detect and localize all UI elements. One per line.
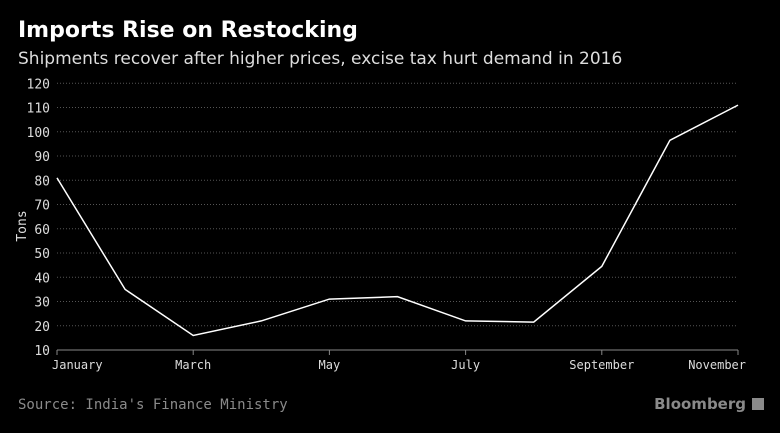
y-tick-label: 40 bbox=[34, 271, 50, 286]
x-tick-label: January bbox=[52, 358, 103, 372]
bloomberg-logo: Bloomberg bbox=[654, 395, 746, 413]
y-tick-label: 80 bbox=[34, 174, 50, 189]
y-tick-label: 50 bbox=[34, 247, 50, 262]
source-note: Source: India's Finance Ministry bbox=[18, 397, 288, 413]
y-tick-label: 70 bbox=[34, 199, 50, 214]
chart-subtitle: Shipments recover after higher prices, e… bbox=[18, 49, 623, 69]
x-tick-label: November bbox=[688, 358, 746, 372]
y-tick-label: 120 bbox=[27, 77, 50, 92]
bloomberg-logo-icon bbox=[752, 398, 764, 410]
x-tick-label: September bbox=[569, 358, 634, 372]
series-line bbox=[56, 104, 739, 337]
y-tick-label: 20 bbox=[34, 320, 50, 335]
y-tick-label: 110 bbox=[27, 102, 50, 117]
y-tick-label: 30 bbox=[34, 296, 50, 311]
x-tick-label: March bbox=[175, 358, 211, 372]
x-tick-label: July bbox=[451, 358, 480, 372]
x-tick-label: May bbox=[319, 358, 341, 372]
chart-title: Imports Rise on Restocking bbox=[18, 18, 358, 43]
y-tick-label: 100 bbox=[27, 126, 50, 141]
y-axis-label: Tons bbox=[15, 210, 30, 241]
y-tick-label: 10 bbox=[34, 344, 50, 359]
y-tick-label: 90 bbox=[34, 150, 50, 165]
y-tick-label: 60 bbox=[34, 223, 50, 238]
